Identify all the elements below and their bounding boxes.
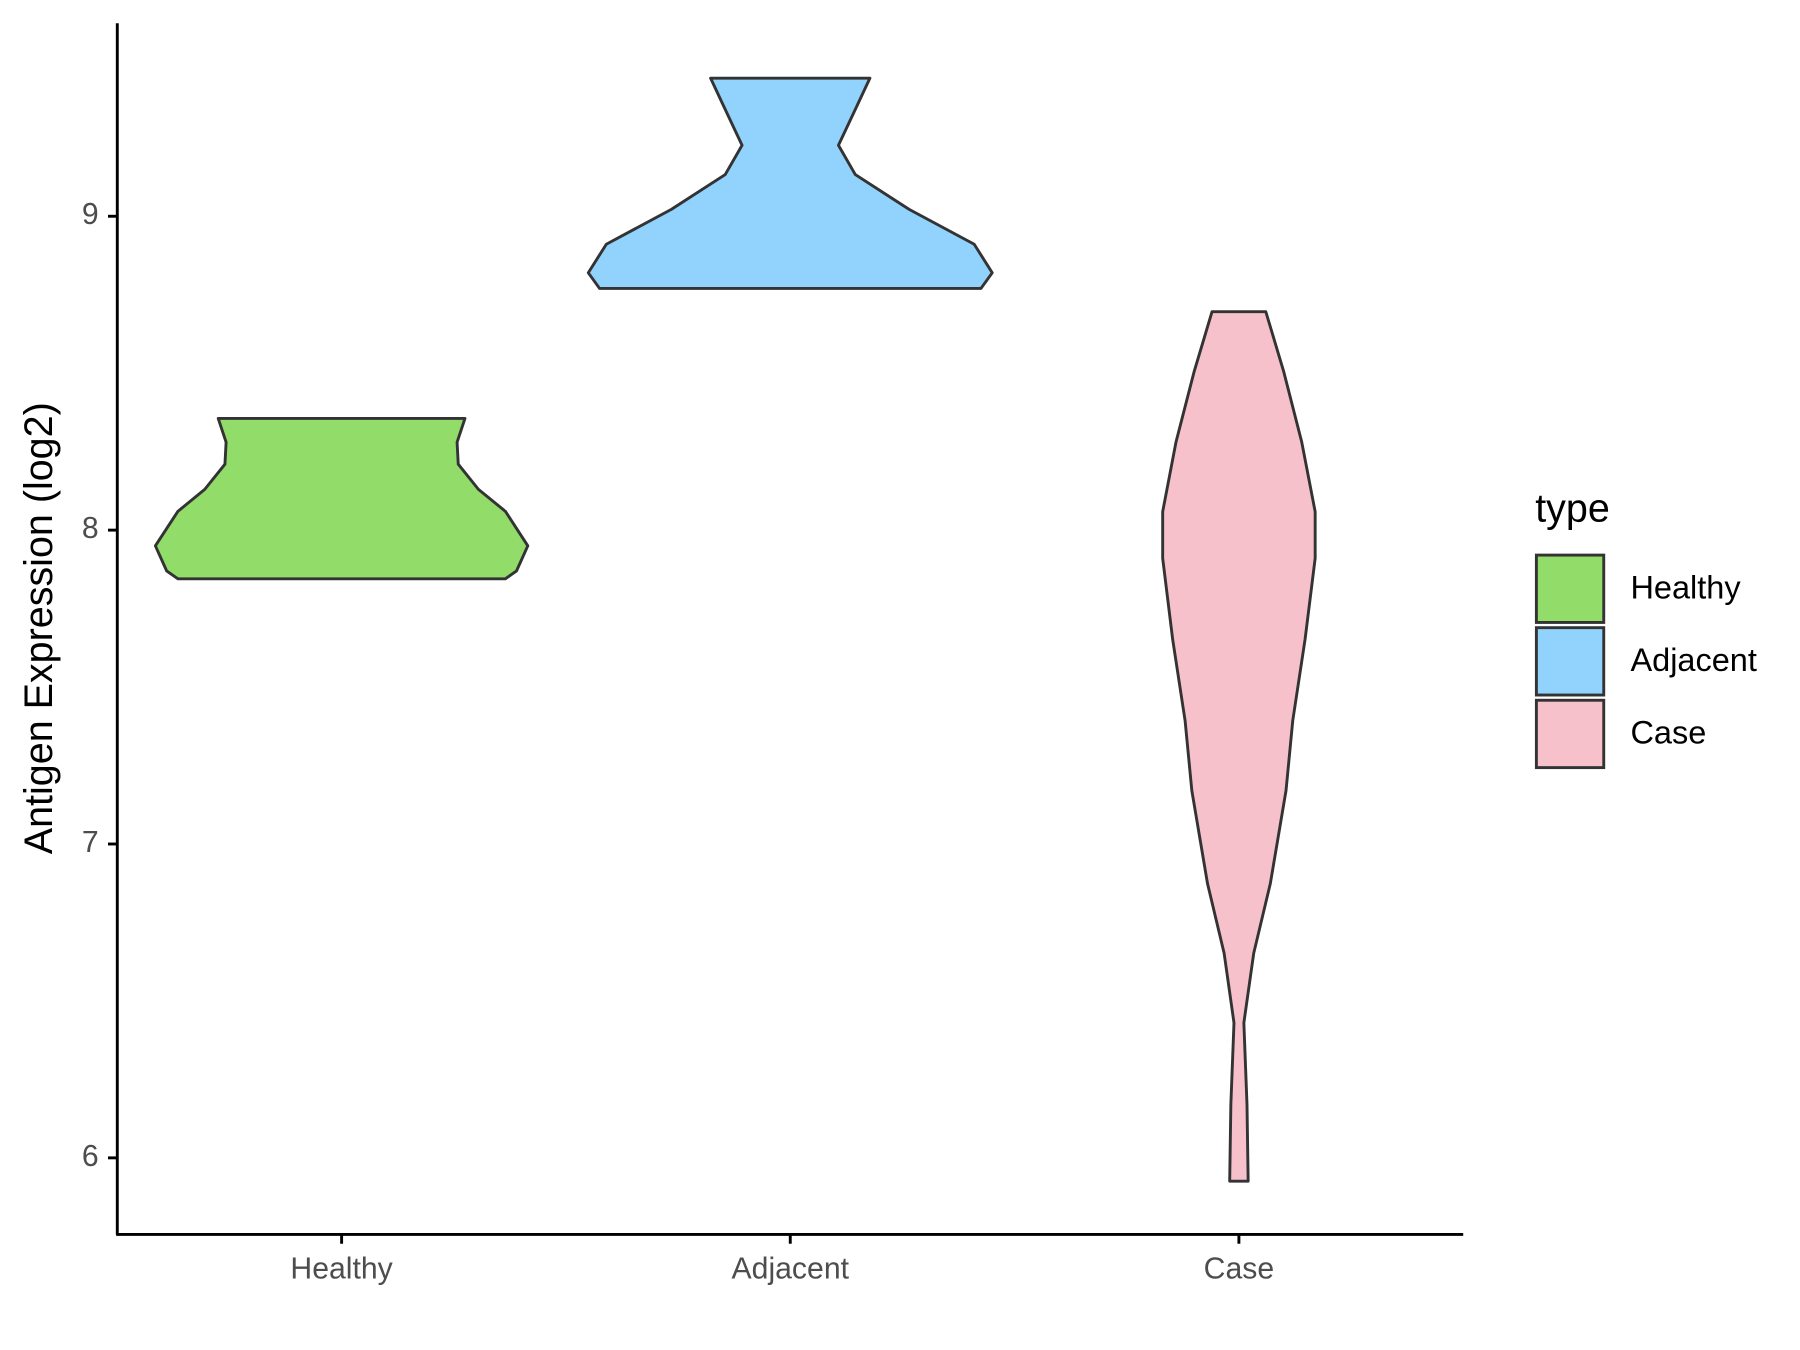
legend-title: type <box>1535 486 1610 530</box>
x-tick-label: Adjacent <box>732 1252 850 1285</box>
legend-label: Healthy <box>1630 570 1741 606</box>
violin <box>153 416 530 581</box>
violin <box>1161 310 1317 1183</box>
x-tick-label: Healthy <box>290 1252 393 1285</box>
legend-swatch <box>1534 698 1606 770</box>
y-axis-title: Antigen Expression (log2) <box>17 402 61 854</box>
legend-label: Adjacent <box>1630 642 1756 678</box>
y-tick-label: 6 <box>82 1140 99 1173</box>
legend-swatch <box>1534 626 1606 697</box>
legend-swatch <box>1534 553 1606 624</box>
legend-label: Case <box>1630 715 1706 751</box>
violin <box>586 76 994 290</box>
y-tick-label: 7 <box>82 826 99 859</box>
y-tick-label: 8 <box>82 512 99 545</box>
x-tick-label: Case <box>1204 1252 1274 1285</box>
y-tick-label: 9 <box>82 198 99 231</box>
